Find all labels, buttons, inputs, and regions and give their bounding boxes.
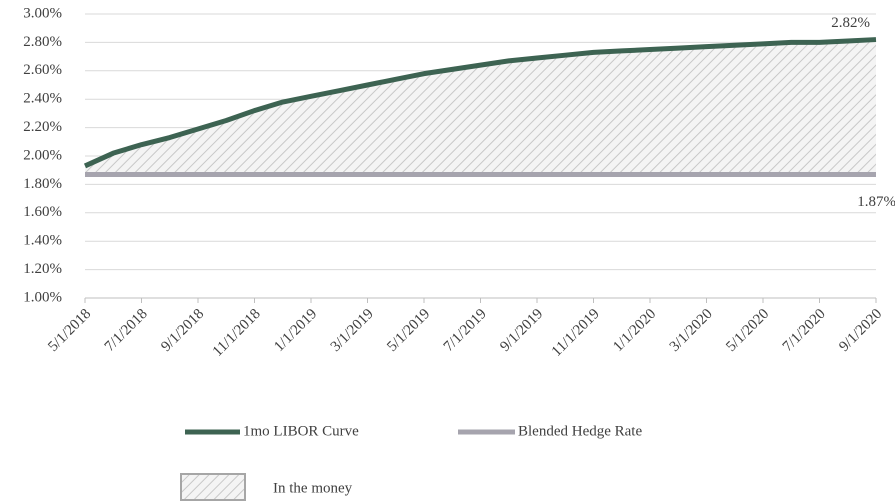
- data-label: 1.87%: [857, 194, 895, 210]
- x-tick-label: 5/1/2020: [723, 306, 772, 355]
- x-tick-label: 3/1/2020: [667, 306, 716, 355]
- x-tick-label: 9/1/2018: [158, 306, 207, 355]
- x-tick-label: 7/1/2020: [780, 306, 829, 355]
- x-tick-label: 9/1/2019: [497, 306, 546, 355]
- y-tick-label: 2.40%: [23, 91, 62, 107]
- y-tick-label: 1.80%: [23, 176, 62, 192]
- x-tick-label: 5/1/2018: [45, 306, 94, 355]
- legend-label: 1mo LIBOR Curve: [243, 423, 359, 439]
- x-tick-label: 1/1/2019: [271, 306, 320, 355]
- x-tick-label: 11/1/2019: [549, 306, 603, 360]
- y-tick-label: 2.20%: [23, 119, 62, 135]
- y-tick-label: 1.40%: [23, 233, 62, 249]
- y-tick-label: 2.00%: [23, 147, 62, 163]
- x-tick-label: 3/1/2019: [328, 306, 377, 355]
- x-tick-label: 7/1/2019: [441, 306, 490, 355]
- legend-label: Blended Hedge Rate: [518, 423, 642, 439]
- y-tick-label: 2.60%: [23, 62, 62, 78]
- x-tick-label: 1/1/2020: [610, 306, 659, 355]
- y-tick-label: 1.60%: [23, 204, 62, 220]
- legend-swatch: [180, 473, 246, 501]
- x-tick-label: 7/1/2018: [102, 306, 151, 355]
- x-tick-label: 9/1/2020: [836, 306, 885, 355]
- y-tick-label: 1.00%: [23, 289, 62, 305]
- y-tick-label: 2.80%: [23, 34, 62, 50]
- x-tick-label: 5/1/2019: [384, 306, 433, 355]
- series-line: [83, 37, 877, 169]
- legend-label: In the money: [273, 480, 353, 496]
- y-tick-label: 3.00%: [23, 5, 62, 21]
- in-the-money-area: [85, 39, 876, 175]
- x-tick-label: 11/1/2018: [210, 306, 264, 360]
- y-tick-label: 1.20%: [23, 261, 62, 277]
- data-label: 2.82%: [831, 15, 870, 31]
